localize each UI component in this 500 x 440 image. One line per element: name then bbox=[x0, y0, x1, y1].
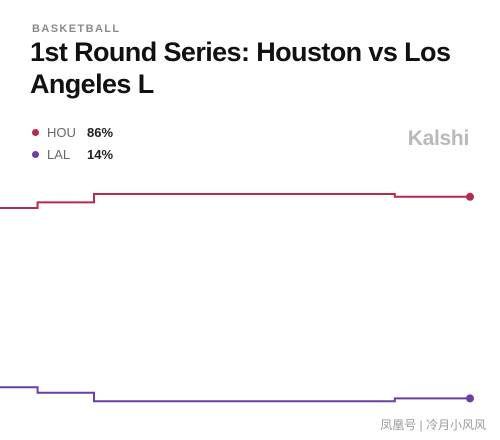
legend-item-hou: HOU 86% bbox=[32, 121, 113, 143]
series-endpoint-lal bbox=[466, 394, 474, 403]
category-label: BASKETBALL bbox=[32, 23, 121, 35]
legend-item-lal: LAL 14% bbox=[32, 143, 113, 165]
series-endpoint-hou bbox=[466, 192, 474, 201]
legend: HOU 86% LAL 14% bbox=[32, 121, 113, 165]
series-line-hou bbox=[0, 193, 470, 209]
watermark: 凤凰号 | 冷月小风风 bbox=[380, 418, 486, 432]
chart-title: 1st Round Series: Houston vs Los Angeles… bbox=[30, 37, 451, 99]
legend-value: 14% bbox=[87, 146, 114, 162]
legend-value: 86% bbox=[87, 124, 114, 140]
series-line-lal bbox=[0, 386, 470, 403]
legend-name: LAL bbox=[47, 146, 71, 162]
legend-name: HOU bbox=[47, 124, 76, 140]
kalshi-logo: Kalshi bbox=[407, 127, 470, 150]
hou-color-dot bbox=[32, 128, 39, 136]
lal-color-dot bbox=[32, 150, 39, 158]
